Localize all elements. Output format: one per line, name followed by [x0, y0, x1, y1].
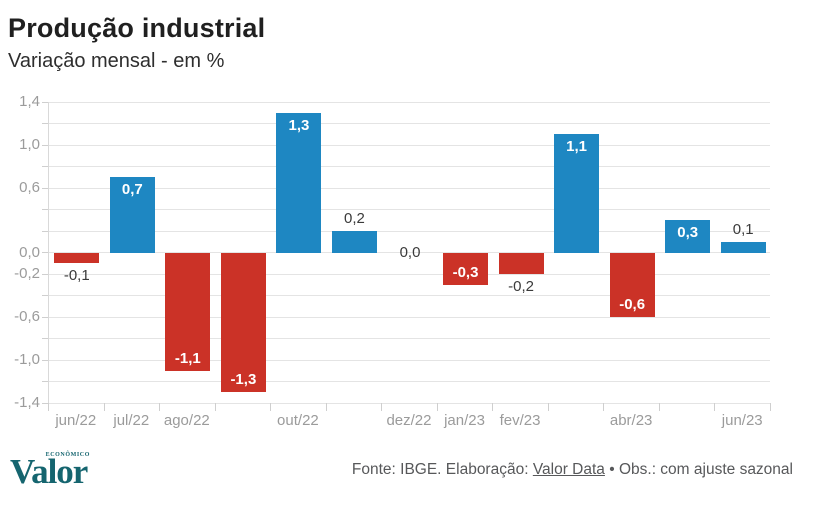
x-axis-tick — [547, 403, 549, 411]
x-tick-label: jun/23 — [721, 412, 763, 429]
bar-jun-22 — [54, 252, 100, 264]
y-tick-label: 1,0 — [19, 136, 40, 153]
chart-subtitle: Variação mensal - em % — [8, 50, 225, 72]
bar-value-label: 0,2 — [344, 210, 365, 227]
bar-value-label: 0,0 — [399, 243, 421, 261]
x-axis-tick — [603, 403, 605, 411]
valor-economico-logo: ECONÔMICO Valor — [10, 451, 96, 491]
y-tick-label: -1,0 — [14, 351, 40, 368]
y-axis-tick — [42, 123, 48, 124]
y-axis-tick — [42, 187, 48, 189]
gridline — [49, 273, 770, 275]
plot-area: -0,1 0,7 -1,1 -1,3 1,3 0,2 0,0 -0,3 -0,2 1,1 -0,6 0… — [48, 101, 770, 404]
x-tick-label: jul/22 — [113, 412, 150, 429]
bar-value-label: 1,1 — [566, 138, 588, 156]
x-tick-label: jun/22 — [55, 412, 97, 429]
bar-value-label: -0,2 — [508, 278, 534, 295]
x-axis-tick — [48, 403, 49, 411]
x-axis-tick — [714, 403, 716, 411]
y-axis-tick — [42, 252, 48, 253]
gridline — [49, 209, 770, 210]
y-axis-tick — [42, 295, 48, 296]
gridline — [49, 381, 770, 382]
x-axis-tick — [159, 403, 161, 411]
bar-jun-23 — [720, 241, 766, 253]
bar-mai-23 — [665, 220, 711, 253]
gridline — [49, 402, 770, 404]
bar-jan-23 — [443, 252, 489, 285]
gridline — [49, 166, 770, 167]
x-axis-tick — [436, 403, 438, 411]
bar-value-label: -1,3 — [230, 371, 257, 389]
x-axis-tick — [270, 403, 272, 411]
y-axis-tick — [42, 230, 48, 232]
y-axis-tick — [42, 359, 48, 361]
x-tick-label: dez/22 — [386, 412, 432, 429]
bar-value-label: 1,3 — [288, 116, 310, 134]
bar-nov-22 — [331, 231, 377, 253]
x-axis-tick — [214, 403, 216, 411]
y-tick-label: -0,6 — [14, 308, 40, 325]
y-tick-label: 1,4 — [19, 93, 40, 110]
gridline — [49, 101, 770, 103]
x-tick-label: fev/23 — [499, 412, 541, 429]
bar-value-label: -0,1 — [63, 267, 90, 285]
y-axis-tick — [42, 144, 48, 146]
gridline — [49, 144, 770, 146]
bar-value-label: -0,6 — [619, 296, 646, 313]
bar-value-label: -1,1 — [174, 349, 201, 367]
x-axis-tick — [381, 403, 383, 411]
x-axis-tick — [103, 403, 105, 411]
bar-mar-23 — [554, 134, 600, 253]
gridline — [49, 316, 770, 318]
y-tick-label: 0,0 — [19, 243, 40, 261]
bar-abr-23 — [609, 252, 655, 317]
valor-data-link[interactable]: Valor Data — [532, 461, 605, 478]
gridline — [49, 187, 770, 189]
bar-fev-23 — [498, 252, 544, 274]
x-axis-tick — [492, 403, 494, 411]
y-axis-tick — [42, 101, 48, 103]
bar-value-label: 0,1 — [732, 220, 754, 238]
chart-title: Produção industrial — [8, 13, 266, 43]
gridline — [49, 359, 770, 361]
y-tick-label: -0,2 — [14, 265, 40, 282]
x-tick-label: out/22 — [277, 412, 319, 429]
source-suffix: • Obs.: com ajuste sazonal — [604, 461, 793, 478]
y-axis-tick — [42, 402, 48, 404]
logo-economico-text: ECONÔMICO — [45, 452, 90, 458]
source-note: Fonte: IBGE. Elaboração: Valor Data • Ob… — [352, 461, 793, 479]
y-axis-tick — [42, 316, 48, 318]
gridline — [49, 295, 770, 296]
bar-jul-22 — [109, 177, 155, 253]
gridline — [49, 338, 770, 339]
x-tick-label: ago/22 — [163, 412, 210, 429]
x-tick-label: abr/23 — [609, 412, 653, 429]
x-axis-tick — [658, 403, 660, 411]
bar-value-label: 0,7 — [121, 181, 143, 199]
y-axis-tick — [42, 338, 48, 339]
source-prefix: Fonte: IBGE. Elaboração: — [351, 461, 533, 478]
gridline — [49, 230, 770, 232]
y-axis-tick — [42, 209, 48, 210]
gridline — [49, 123, 770, 124]
gridline — [49, 252, 770, 253]
x-tick-label: jan/23 — [444, 412, 485, 429]
y-axis-tick — [42, 273, 48, 275]
logo-valor-text: Valor — [10, 452, 88, 491]
y-tick-label: 0,6 — [19, 179, 40, 196]
bar-ago-22 — [165, 252, 211, 371]
bar-out-22 — [276, 112, 322, 253]
x-axis-tick — [325, 403, 327, 411]
y-axis-tick — [42, 166, 48, 167]
x-axis-tick — [770, 403, 771, 411]
bar-value-label: 0,3 — [677, 224, 699, 242]
bar-value-label: -0,3 — [452, 263, 479, 281]
bar-set-22 — [220, 252, 266, 393]
y-tick-label: -1,4 — [14, 394, 40, 411]
y-axis-tick — [42, 381, 48, 382]
